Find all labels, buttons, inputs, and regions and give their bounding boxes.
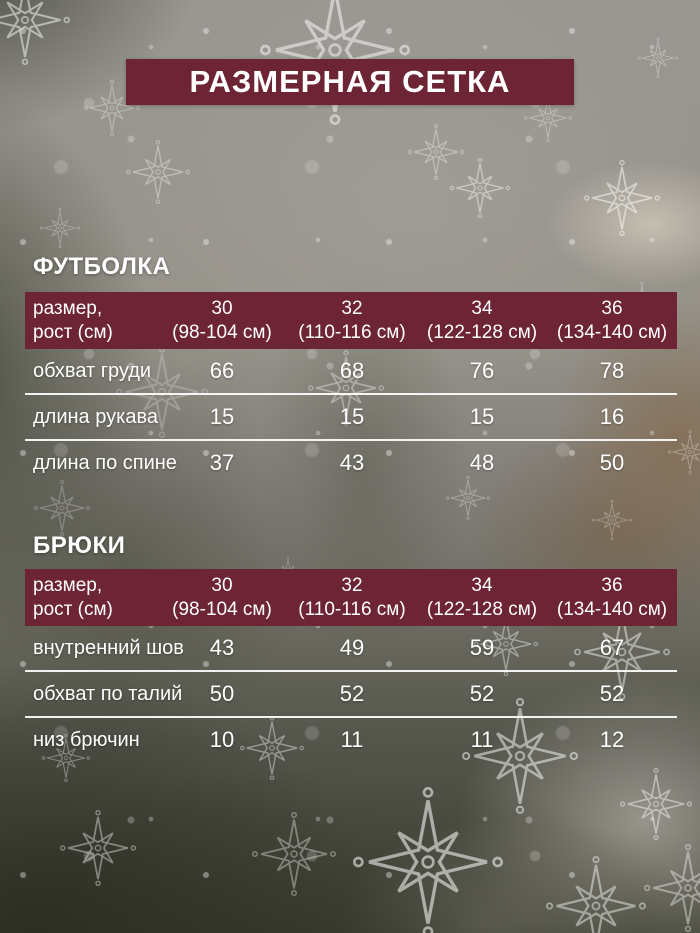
cell-value: 15	[209, 404, 235, 429]
height-range-label: (110-116 см)	[298, 321, 406, 343]
corner-line2: рост (см)	[33, 321, 113, 343]
size-label: 32	[341, 574, 363, 596]
table-row: обхват груди 66 68 76 78	[25, 349, 677, 395]
height-range-label: (134-140 см)	[556, 321, 668, 343]
table-header-row: размер, рост (см) 30 (98-104 см) 32 (110…	[25, 569, 677, 626]
header-cell-corner: размер, рост (см)	[25, 569, 157, 626]
table-row: длина по спине 37 43 48 50	[25, 441, 677, 485]
cell-value: 12	[599, 727, 625, 752]
table-header-row: размер, рост (см) 30 (98-104 см) 32 (110…	[25, 292, 677, 349]
header-cell-size: 36 (134-140 см)	[547, 569, 677, 626]
header-cell-size: 34 (122-128 см)	[417, 569, 547, 626]
header-cell-size: 32 (110-116 см)	[287, 569, 417, 626]
row-label: внутренний шов	[33, 636, 184, 659]
row-label: обхват по талий	[33, 682, 183, 705]
cell-value: 49	[339, 635, 365, 660]
header-cell-size: 36 (134-140 см)	[547, 292, 677, 349]
page-title-banner: РАЗМЕРНАЯ СЕТКА	[126, 59, 574, 105]
tshirt-size-table: размер, рост (см) 30 (98-104 см) 32 (110…	[25, 292, 677, 485]
size-label: 30	[211, 574, 233, 596]
row-label: длина рукава	[33, 405, 158, 428]
table-row: обхват по талий 50 52 52 52	[25, 672, 677, 718]
cell-value: 11	[470, 727, 494, 752]
pants-size-table: размер, рост (см) 30 (98-104 см) 32 (110…	[25, 569, 677, 762]
cell-value: 15	[469, 404, 495, 429]
cell-value: 48	[469, 450, 495, 475]
cell-value: 67	[599, 635, 625, 660]
cell-value: 43	[339, 450, 365, 475]
header-cell-size: 30 (98-104 см)	[157, 569, 287, 626]
header-cell-corner: размер, рост (см)	[25, 292, 157, 349]
size-label: 32	[341, 297, 363, 319]
cell-value: 43	[209, 635, 235, 660]
cell-value: 52	[469, 681, 495, 706]
header-cell-size: 32 (110-116 см)	[287, 292, 417, 349]
size-label: 36	[601, 297, 623, 319]
row-label: длина по спине	[33, 451, 177, 474]
cell-value: 50	[599, 450, 625, 475]
cell-value: 59	[469, 635, 495, 660]
cell-value: 50	[209, 681, 235, 706]
cell-value: 16	[599, 404, 625, 429]
height-range-label: (134-140 см)	[556, 598, 668, 620]
table-row: внутренний шов 43 49 59 67	[25, 626, 677, 672]
height-range-label: (98-104 см)	[172, 598, 272, 620]
cell-value: 66	[209, 358, 235, 383]
cell-value: 10	[209, 727, 235, 752]
height-range-label: (122-128 см)	[426, 598, 538, 620]
height-range-label: (110-116 см)	[298, 598, 406, 620]
size-label: 30	[211, 297, 233, 319]
row-label: обхват груди	[33, 359, 152, 382]
section-heading-tshirt: ФУТБОЛКА	[33, 253, 171, 280]
row-label: низ брючин	[33, 728, 140, 751]
size-label: 34	[471, 297, 493, 319]
cell-value: 76	[469, 358, 495, 383]
section-heading-pants: БРЮКИ	[33, 532, 126, 559]
cell-value: 78	[599, 358, 625, 383]
cell-value: 68	[339, 358, 365, 383]
table-row: низ брючин 10 11 11 12	[25, 718, 677, 762]
size-label: 36	[601, 574, 623, 596]
cell-value: 37	[209, 450, 235, 475]
corner-line1: размер,	[33, 574, 103, 596]
size-label: 34	[471, 574, 493, 596]
table-row: длина рукава 15 15 15 16	[25, 395, 677, 441]
page-title: РАЗМЕРНАЯ СЕТКА	[189, 64, 511, 99]
corner-line2: рост (см)	[33, 598, 113, 620]
cell-value: 52	[599, 681, 625, 706]
cell-value: 52	[339, 681, 365, 706]
header-cell-size: 34 (122-128 см)	[417, 292, 547, 349]
corner-line1: размер,	[33, 297, 103, 319]
height-range-label: (122-128 см)	[426, 321, 538, 343]
height-range-label: (98-104 см)	[172, 321, 272, 343]
cell-value: 15	[339, 404, 365, 429]
header-cell-size: 30 (98-104 см)	[157, 292, 287, 349]
cell-value: 11	[340, 727, 364, 752]
